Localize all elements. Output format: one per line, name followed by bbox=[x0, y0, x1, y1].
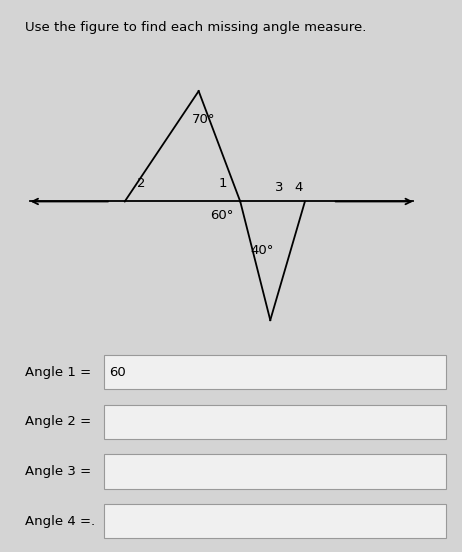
Text: 70°: 70° bbox=[192, 113, 215, 126]
Text: Angle 4 =.: Angle 4 =. bbox=[25, 514, 96, 528]
Text: Use the figure to find each missing angle measure.: Use the figure to find each missing angl… bbox=[25, 21, 367, 34]
FancyBboxPatch shape bbox=[104, 355, 446, 389]
Text: 60: 60 bbox=[109, 365, 126, 379]
Text: Angle 1 =: Angle 1 = bbox=[25, 365, 91, 379]
Text: Angle 2 =: Angle 2 = bbox=[25, 415, 91, 428]
Text: 4: 4 bbox=[295, 181, 303, 194]
Text: 2: 2 bbox=[137, 177, 145, 190]
Text: 40°: 40° bbox=[250, 244, 274, 257]
Text: 3: 3 bbox=[275, 181, 284, 194]
Text: Angle 3 =: Angle 3 = bbox=[25, 465, 91, 478]
Text: 60°: 60° bbox=[210, 209, 233, 222]
FancyBboxPatch shape bbox=[104, 454, 446, 489]
Text: 1: 1 bbox=[219, 177, 227, 190]
FancyBboxPatch shape bbox=[104, 504, 446, 538]
FancyBboxPatch shape bbox=[104, 405, 446, 439]
